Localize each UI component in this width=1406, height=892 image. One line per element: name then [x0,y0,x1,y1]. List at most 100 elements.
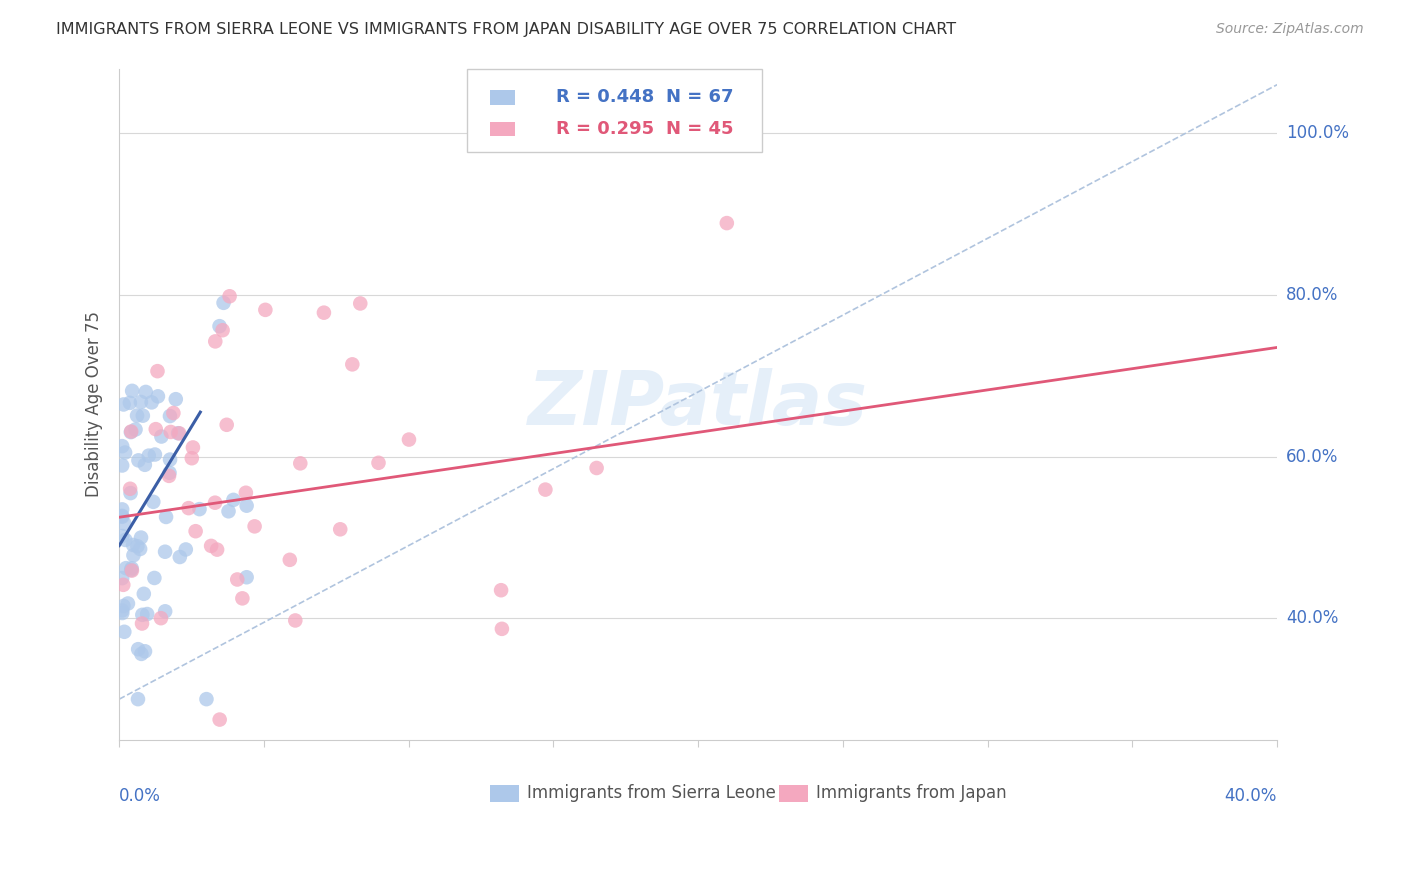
Point [159,425,181,439]
Point [143,448,166,462]
Point [112,624,135,639]
Point [129,541,152,556]
Y-axis label: Disability Age Over 75: Disability Age Over 75 [86,311,103,497]
Point [131,616,153,631]
Point [349,296,371,310]
Point [235,570,257,584]
Text: N = 45: N = 45 [666,120,734,138]
Point [111,529,134,543]
Point [205,542,228,557]
Point [120,425,142,439]
Point [243,519,266,533]
Point [180,451,202,466]
Point [159,452,181,467]
Point [111,571,134,585]
Point [155,510,177,524]
FancyBboxPatch shape [489,90,515,104]
Text: Immigrants from Sierra Leone: Immigrants from Sierra Leone [527,784,776,802]
Point [111,508,134,523]
Point [153,545,176,559]
Point [121,384,143,398]
Point [125,409,148,423]
Point [129,395,152,409]
Point [159,466,181,480]
Point [111,502,134,516]
Point [169,549,191,564]
Point [489,583,512,598]
Point [585,461,607,475]
Point [342,357,364,371]
Point [195,692,218,706]
Point [132,587,155,601]
Text: R = 0.448: R = 0.448 [555,88,654,106]
Point [219,750,242,764]
Point [254,302,277,317]
Point [169,426,191,441]
Point [222,492,245,507]
Point [146,364,169,378]
Point [212,295,235,310]
FancyBboxPatch shape [467,69,762,153]
Point [491,622,513,636]
Point [235,485,257,500]
Point [114,445,136,459]
Point [127,642,149,657]
Point [278,553,301,567]
Point [534,483,557,497]
Point [143,571,166,585]
Point [716,216,738,230]
Point [134,644,156,658]
Point [112,599,135,613]
Point [290,456,312,470]
Point [142,495,165,509]
Text: IMMIGRANTS FROM SIERRA LEONE VS IMMIGRANTS FROM JAPAN DISABILITY AGE OVER 75 COR: IMMIGRANTS FROM SIERRA LEONE VS IMMIGRAN… [56,22,956,37]
Text: Immigrants from Japan: Immigrants from Japan [817,784,1007,802]
Text: N = 67: N = 67 [666,88,734,106]
Point [111,606,134,620]
Point [218,289,240,303]
Point [235,499,257,513]
Point [112,397,135,411]
FancyBboxPatch shape [489,785,519,802]
Point [174,542,197,557]
Point [329,522,352,536]
Point [121,561,143,575]
Point [135,384,157,399]
Point [153,604,176,618]
Point [112,578,135,592]
Point [115,561,138,575]
Point [204,334,226,349]
Point [111,509,134,524]
Point [121,564,143,578]
Point [149,611,172,625]
Point [204,496,226,510]
Point [132,409,155,423]
Point [181,441,204,455]
Point [226,573,249,587]
Point [111,439,134,453]
Point [208,319,231,334]
Point [165,392,187,407]
Point [114,533,136,547]
Point [177,501,200,516]
Point [141,395,163,409]
Point [120,425,142,439]
Point [117,597,139,611]
Point [111,458,134,473]
Text: 40.0%: 40.0% [1225,787,1277,805]
Point [218,504,240,518]
Point [127,539,149,553]
Point [211,323,233,337]
Point [120,482,142,496]
Point [398,433,420,447]
Text: 40.0%: 40.0% [1286,609,1339,627]
Point [157,468,180,483]
Point [122,538,145,552]
Text: R = 0.295: R = 0.295 [555,120,654,138]
Point [312,306,335,320]
Text: 60.0%: 60.0% [1286,448,1339,466]
FancyBboxPatch shape [489,121,515,136]
Point [215,417,238,432]
Point [124,422,146,436]
Point [184,524,207,539]
